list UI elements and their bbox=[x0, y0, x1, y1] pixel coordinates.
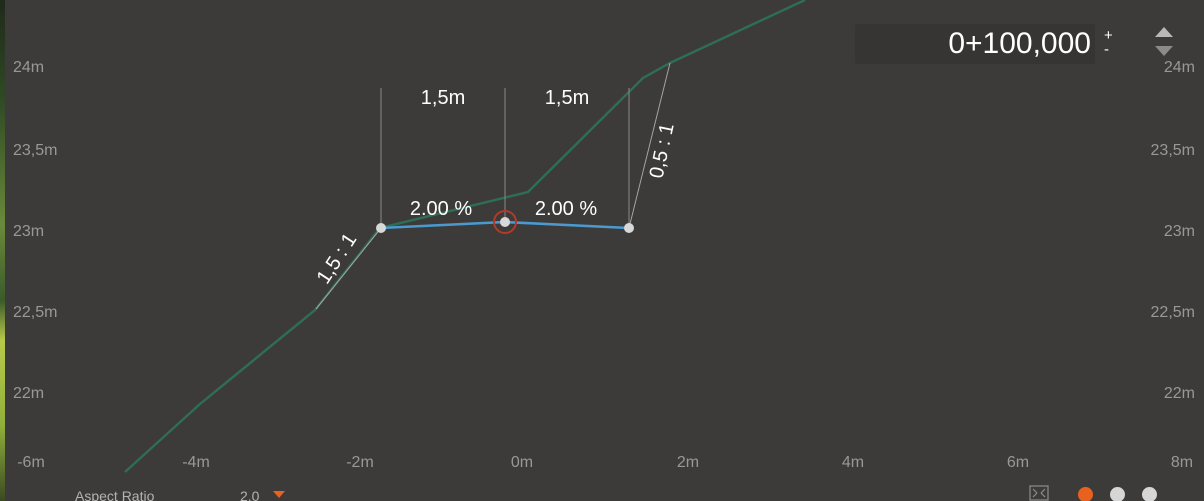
x-tick: 0m bbox=[511, 454, 533, 471]
station-value[interactable]: 0+100,000 bbox=[948, 28, 1091, 60]
x-tick: -4m bbox=[182, 454, 210, 471]
page-dot[interactable] bbox=[1078, 487, 1093, 501]
x-tick: 4m bbox=[842, 454, 864, 471]
y-tick-right: 22,5m bbox=[1151, 304, 1195, 321]
width-left-label: 1,5m bbox=[421, 87, 465, 109]
width-right-label: 1,5m bbox=[545, 87, 589, 109]
footer-bar: Aspect Ratio 2.0 bbox=[0, 481, 1204, 501]
slope-right-label: 0,5 : 1 bbox=[646, 121, 679, 180]
x-tick: 8m bbox=[1171, 454, 1193, 471]
aspect-ratio-value[interactable]: 2.0 bbox=[240, 488, 259, 501]
y-tick-right: 22m bbox=[1164, 385, 1195, 402]
control-point-left[interactable] bbox=[376, 223, 386, 233]
y-tick-left: 22,5m bbox=[13, 304, 57, 321]
station-decrement-button[interactable]: - bbox=[1104, 44, 1109, 56]
y-tick-left: 23,5m bbox=[13, 142, 57, 159]
y-tick-right: 24m bbox=[1164, 59, 1195, 76]
page-dot[interactable] bbox=[1142, 487, 1157, 501]
control-point-right[interactable] bbox=[624, 223, 634, 233]
grade-left-label: 2.00 % bbox=[410, 198, 472, 220]
cross-section-plot[interactable]: 1,5m 1,5m 2.00 % 2.00 % 1,5 : 1 0,5 : 1 … bbox=[0, 0, 1204, 481]
fullscreen-icon[interactable] bbox=[1029, 485, 1049, 501]
y-tick-right: 23m bbox=[1164, 223, 1195, 240]
x-tick: -2m bbox=[346, 454, 374, 471]
page-dot[interactable] bbox=[1110, 487, 1125, 501]
x-tick: 2m bbox=[677, 454, 699, 471]
station-field[interactable]: 0+100,000 bbox=[855, 24, 1095, 64]
y-tick-left: 24m bbox=[13, 59, 44, 76]
chevron-up-icon[interactable] bbox=[1155, 27, 1173, 37]
selected-point[interactable] bbox=[500, 217, 510, 227]
grade-right-label: 2.00 % bbox=[535, 198, 597, 220]
y-tick-right: 23,5m bbox=[1151, 142, 1195, 159]
x-tick: -6m bbox=[17, 454, 45, 471]
terrain-line bbox=[125, 0, 805, 472]
caret-down-icon[interactable] bbox=[273, 491, 285, 498]
x-tick: 6m bbox=[1007, 454, 1029, 471]
chevron-down-icon[interactable] bbox=[1155, 46, 1173, 56]
aspect-ratio-label: Aspect Ratio bbox=[75, 488, 154, 501]
slope-left-label: 1,5 : 1 bbox=[313, 229, 362, 288]
y-tick-left: 23m bbox=[13, 223, 44, 240]
y-tick-left: 22m bbox=[13, 385, 44, 402]
